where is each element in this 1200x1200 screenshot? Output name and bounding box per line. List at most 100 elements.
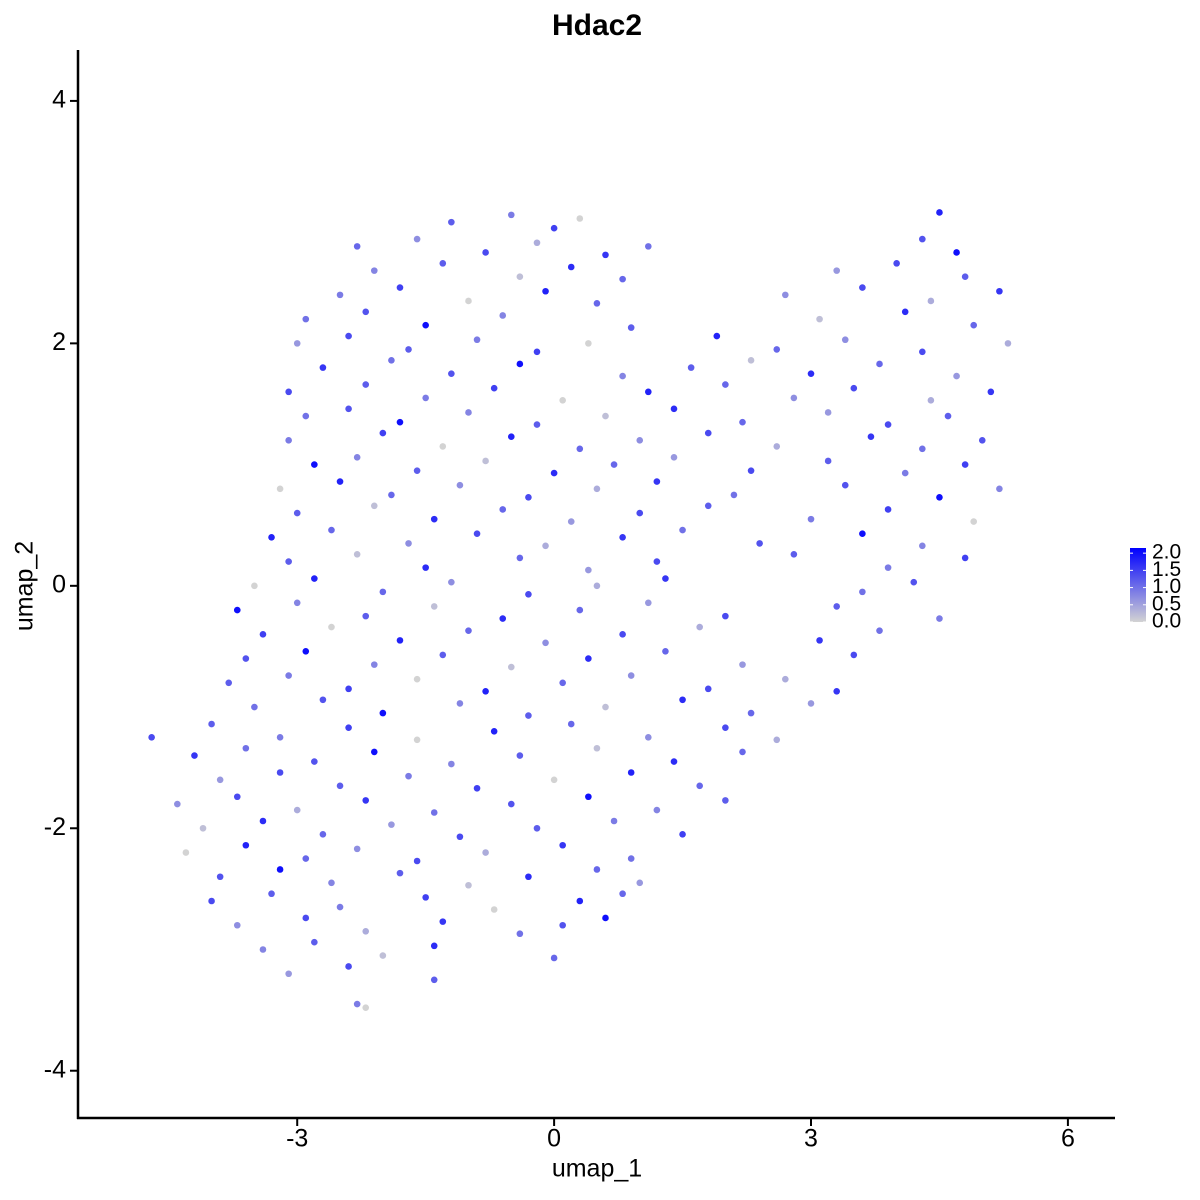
point [585, 655, 592, 662]
point [919, 348, 926, 356]
point [507, 211, 515, 219]
point [276, 866, 284, 873]
point [276, 769, 284, 776]
point [362, 1004, 370, 1011]
point [507, 433, 515, 441]
point [259, 946, 267, 953]
point [516, 930, 524, 938]
point [756, 540, 763, 547]
point [490, 727, 498, 735]
point [336, 478, 344, 485]
point [533, 348, 541, 356]
point [833, 687, 840, 695]
point [370, 661, 378, 668]
y-tick-label: -2 [44, 813, 66, 841]
point [362, 308, 370, 316]
point [910, 578, 918, 586]
point [841, 481, 849, 489]
point [148, 734, 155, 741]
point [576, 445, 584, 453]
point [961, 554, 969, 562]
point [311, 758, 318, 765]
point [567, 720, 575, 728]
point [679, 831, 686, 838]
point [610, 461, 618, 468]
point [302, 914, 310, 922]
point [884, 421, 892, 428]
point [439, 443, 447, 450]
point [216, 873, 224, 881]
point [473, 336, 481, 344]
point [893, 260, 900, 267]
point [285, 437, 292, 444]
point [233, 793, 241, 801]
y-tick-label: 0 [52, 570, 66, 598]
point [816, 637, 823, 644]
point [507, 800, 515, 808]
point [182, 849, 190, 856]
colorbar-label: 0.0 [1152, 610, 1181, 633]
point [627, 855, 635, 862]
point [302, 315, 310, 323]
point [379, 588, 387, 596]
point [559, 397, 566, 404]
point [473, 530, 481, 537]
point [370, 267, 378, 274]
point [456, 700, 464, 707]
point [824, 457, 832, 465]
colorbar-label: 1.5 [1152, 558, 1181, 581]
point [448, 578, 455, 586]
point [807, 370, 815, 377]
point [482, 249, 489, 256]
point [619, 275, 626, 283]
point [482, 849, 489, 856]
point [362, 928, 370, 935]
point [448, 760, 455, 768]
point [516, 360, 524, 368]
point [379, 709, 387, 717]
point [936, 209, 943, 216]
point [353, 550, 361, 558]
point [722, 797, 729, 804]
point [585, 566, 592, 574]
point [345, 332, 352, 340]
point [610, 817, 618, 825]
point [859, 530, 866, 537]
point [602, 251, 609, 259]
point [559, 921, 566, 929]
point [525, 712, 532, 719]
x-tick-label: 3 [804, 1125, 818, 1153]
point [216, 776, 224, 784]
point [430, 976, 438, 984]
point [353, 243, 361, 250]
point [405, 346, 412, 353]
point [328, 623, 335, 631]
colorbar-label: 2.0 [1152, 541, 1181, 564]
point [987, 388, 995, 396]
point [816, 315, 823, 323]
point [242, 744, 250, 752]
point [448, 370, 455, 377]
point [602, 914, 609, 922]
point [370, 502, 378, 510]
point [739, 418, 746, 426]
point [285, 672, 292, 679]
point [739, 748, 746, 756]
point [550, 776, 558, 784]
x-tick-label: 6 [1061, 1125, 1075, 1153]
point [388, 357, 395, 364]
point [790, 394, 798, 402]
point [516, 273, 524, 280]
point [319, 364, 327, 371]
point [242, 655, 250, 662]
point [242, 841, 250, 849]
point [927, 297, 935, 305]
point [430, 603, 438, 610]
point [585, 793, 592, 801]
point [636, 509, 644, 517]
point [499, 312, 507, 319]
point [653, 558, 661, 565]
point [841, 336, 849, 344]
point [636, 437, 644, 444]
point [593, 300, 601, 307]
